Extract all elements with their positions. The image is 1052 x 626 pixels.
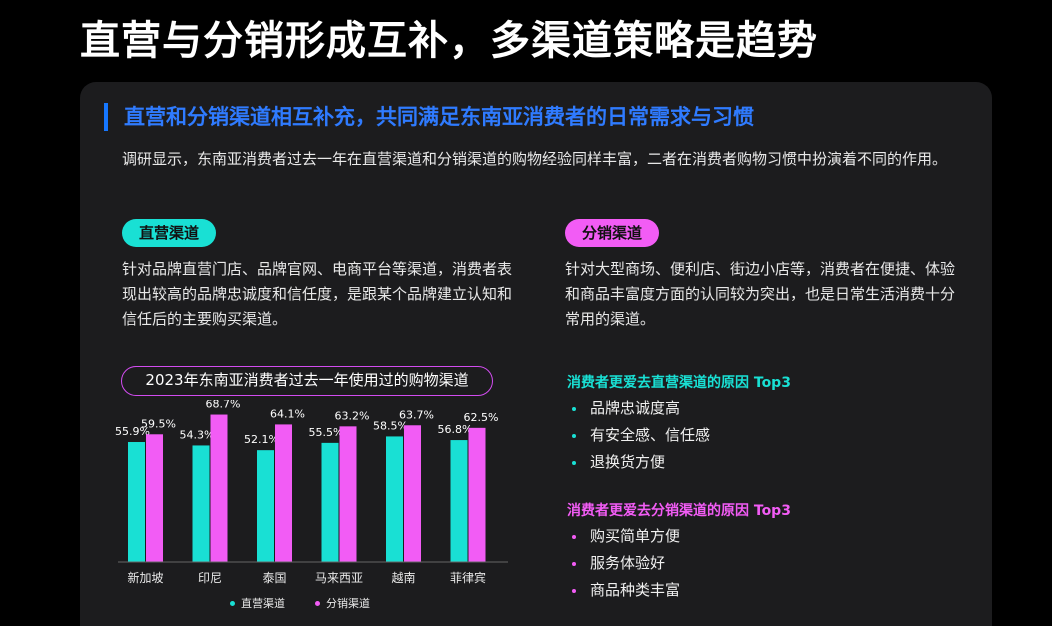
bar-direct: [450, 440, 468, 562]
data-label: 55.9%: [115, 425, 150, 438]
data-label: 55.5%: [309, 426, 344, 439]
reason-text: 购买简单方便: [590, 527, 681, 545]
bar-direct: [128, 442, 145, 562]
x-tick-label: 越南: [391, 570, 415, 585]
legend-label-distribution: 分销渠道: [326, 597, 370, 610]
bullet-icon: [572, 433, 576, 438]
data-label: 52.1%: [244, 433, 279, 446]
legend-item-direct: 直营渠道: [230, 595, 285, 611]
data-label: 59.5%: [141, 417, 176, 430]
data-label: 58.5%: [373, 419, 408, 432]
bar-distribution: [468, 427, 486, 562]
list-item: 品牌忠诚度高: [572, 395, 710, 422]
direct-reasons-title: 消费者更爱去直营渠道的原因 Top3: [567, 375, 791, 391]
bar-distribution: [210, 414, 228, 562]
x-tick-label: 泰国: [262, 571, 286, 585]
bar-direct: [257, 450, 274, 562]
list-item: 退换货方便: [572, 449, 710, 476]
section-subtitle: 直营和分销渠道相互补充，共同满足东南亚消费者的日常需求与习惯: [104, 103, 754, 131]
reason-text: 退换货方便: [590, 453, 666, 471]
page-title: 直营与分销形成互补，多渠道策略是趋势: [80, 18, 818, 64]
data-label: 64.1%: [270, 407, 305, 420]
data-label: 63.2%: [335, 409, 370, 422]
x-tick-label: 马来西亚: [315, 571, 363, 585]
list-item: 有安全感、信任感: [572, 422, 710, 449]
list-item: 服务体验好: [572, 550, 680, 577]
data-label: 56.8%: [438, 423, 473, 436]
bullet-icon: [572, 460, 576, 465]
legend-dot-distribution: [315, 600, 320, 606]
bullet-icon: [572, 588, 576, 593]
list-item: 商品种类丰富: [572, 577, 680, 604]
chart-legend: 直营渠道 分销渠道: [230, 595, 370, 611]
reason-text: 商品种类丰富: [590, 581, 681, 599]
distribution-channel-description: 针对大型商场、便利店、街边小店等，消费者在便捷、体验和商品丰富度方面的认同较为突…: [565, 260, 956, 328]
direct-reasons-list: 品牌忠诚度高 有安全感、信任感 退换货方便: [572, 395, 710, 476]
x-tick-label: 新加坡: [127, 570, 163, 585]
chart-title: 2023年东南亚消费者过去一年使用过的购物渠道: [121, 366, 493, 396]
bar-distribution: [339, 426, 357, 562]
distribution-channel-badge: 分销渠道: [565, 219, 659, 247]
distribution-reasons-list: 购买简单方便 服务体验好 商品种类丰富: [572, 523, 680, 604]
legend-label-direct: 直营渠道: [241, 597, 285, 610]
list-item: 购买简单方便: [572, 523, 680, 550]
direct-channel-badge: 直营渠道: [122, 219, 216, 247]
bar-distribution: [146, 434, 163, 562]
bar-direct: [321, 442, 339, 562]
bullet-icon: [572, 534, 576, 539]
bar-chart: 55.9%59.5% 新加坡 54.3% 68.7% 印尼 52.1% 64.1% 泰国 55.…: [115, 400, 508, 585]
data-label: 54.3%: [180, 428, 215, 441]
content-card: [80, 82, 992, 626]
legend-dot-direct: [230, 600, 235, 606]
distribution-reasons-title: 消费者更爱去分销渠道的原因 Top3: [567, 503, 791, 519]
reason-text: 品牌忠诚度高: [590, 399, 681, 417]
direct-channel-description: 针对品牌直营门店、品牌官网、电商平台等渠道，消费者表现出较高的品牌忠诚度和信任度…: [122, 260, 513, 328]
data-label: 63.7%: [399, 408, 434, 421]
bullet-icon: [572, 406, 576, 411]
bullet-icon: [572, 561, 576, 566]
intro-text: 调研显示，东南亚消费者过去一年在直营渠道和分销渠道的购物经验同样丰富，二者在消费…: [122, 150, 948, 168]
bar-direct: [192, 445, 210, 562]
bar-distribution: [404, 425, 421, 562]
bar-distribution: [275, 424, 292, 562]
reason-text: 有安全感、信任感: [590, 426, 711, 444]
data-label: 68.7%: [206, 400, 241, 411]
data-label: 62.5%: [464, 411, 499, 424]
bar-direct: [386, 436, 403, 562]
legend-item-distribution: 分销渠道: [315, 595, 370, 611]
reason-text: 服务体验好: [590, 554, 666, 572]
x-tick-label: 菲律宾: [450, 570, 486, 585]
x-tick-label: 印尼: [198, 571, 222, 585]
